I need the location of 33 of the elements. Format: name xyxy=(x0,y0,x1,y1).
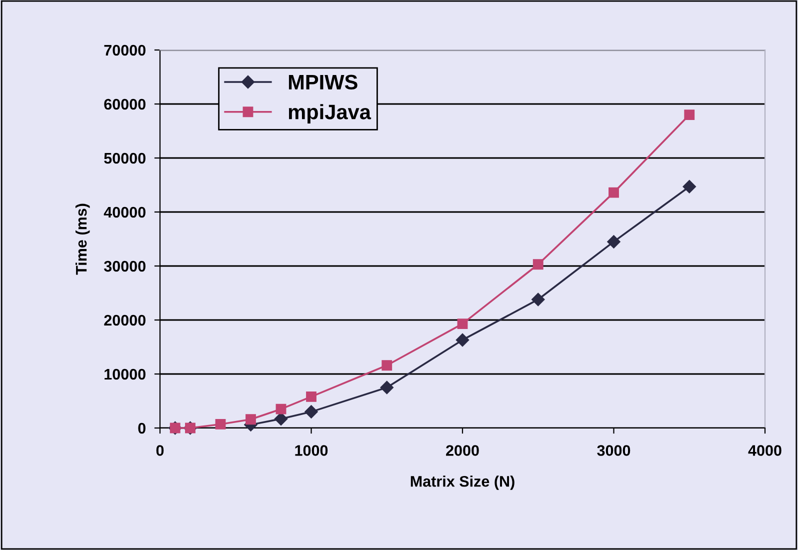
y-tick-label: 50000 xyxy=(104,152,146,164)
point xyxy=(532,259,544,270)
legend-label: MPIWS xyxy=(288,74,358,90)
point xyxy=(380,380,394,394)
point xyxy=(607,235,620,248)
point xyxy=(682,180,696,194)
y-tick-label: 30000 xyxy=(104,260,146,272)
point xyxy=(684,110,695,120)
x-tick-label: 2000 xyxy=(446,445,479,456)
y-tick-label: 10000 xyxy=(104,368,146,380)
point xyxy=(382,360,392,371)
x-axis-title: Matrix Size (N) xyxy=(410,476,514,490)
y-tick-label: 40000 xyxy=(104,206,146,218)
x-tick-label: 0 xyxy=(156,445,164,456)
y-tick-label: 20000 xyxy=(104,314,146,326)
y-tick-label: 0 xyxy=(138,422,146,434)
point xyxy=(215,419,226,430)
point xyxy=(274,412,288,426)
y-tick-label: 70000 xyxy=(104,44,146,56)
point xyxy=(246,414,256,425)
x-tick-label: 4000 xyxy=(748,445,782,456)
x-tick-label: 1000 xyxy=(295,445,328,456)
x-tick-label: 3000 xyxy=(597,445,630,456)
point xyxy=(304,405,318,418)
y-tick-label: 60000 xyxy=(104,98,146,110)
point xyxy=(306,391,316,402)
point xyxy=(276,404,286,414)
point xyxy=(457,318,468,329)
point xyxy=(456,333,470,347)
legend-label: mpiJava xyxy=(288,104,372,124)
y-axis-title: Time (ms) xyxy=(76,204,90,275)
point xyxy=(532,292,545,306)
point xyxy=(608,187,619,198)
